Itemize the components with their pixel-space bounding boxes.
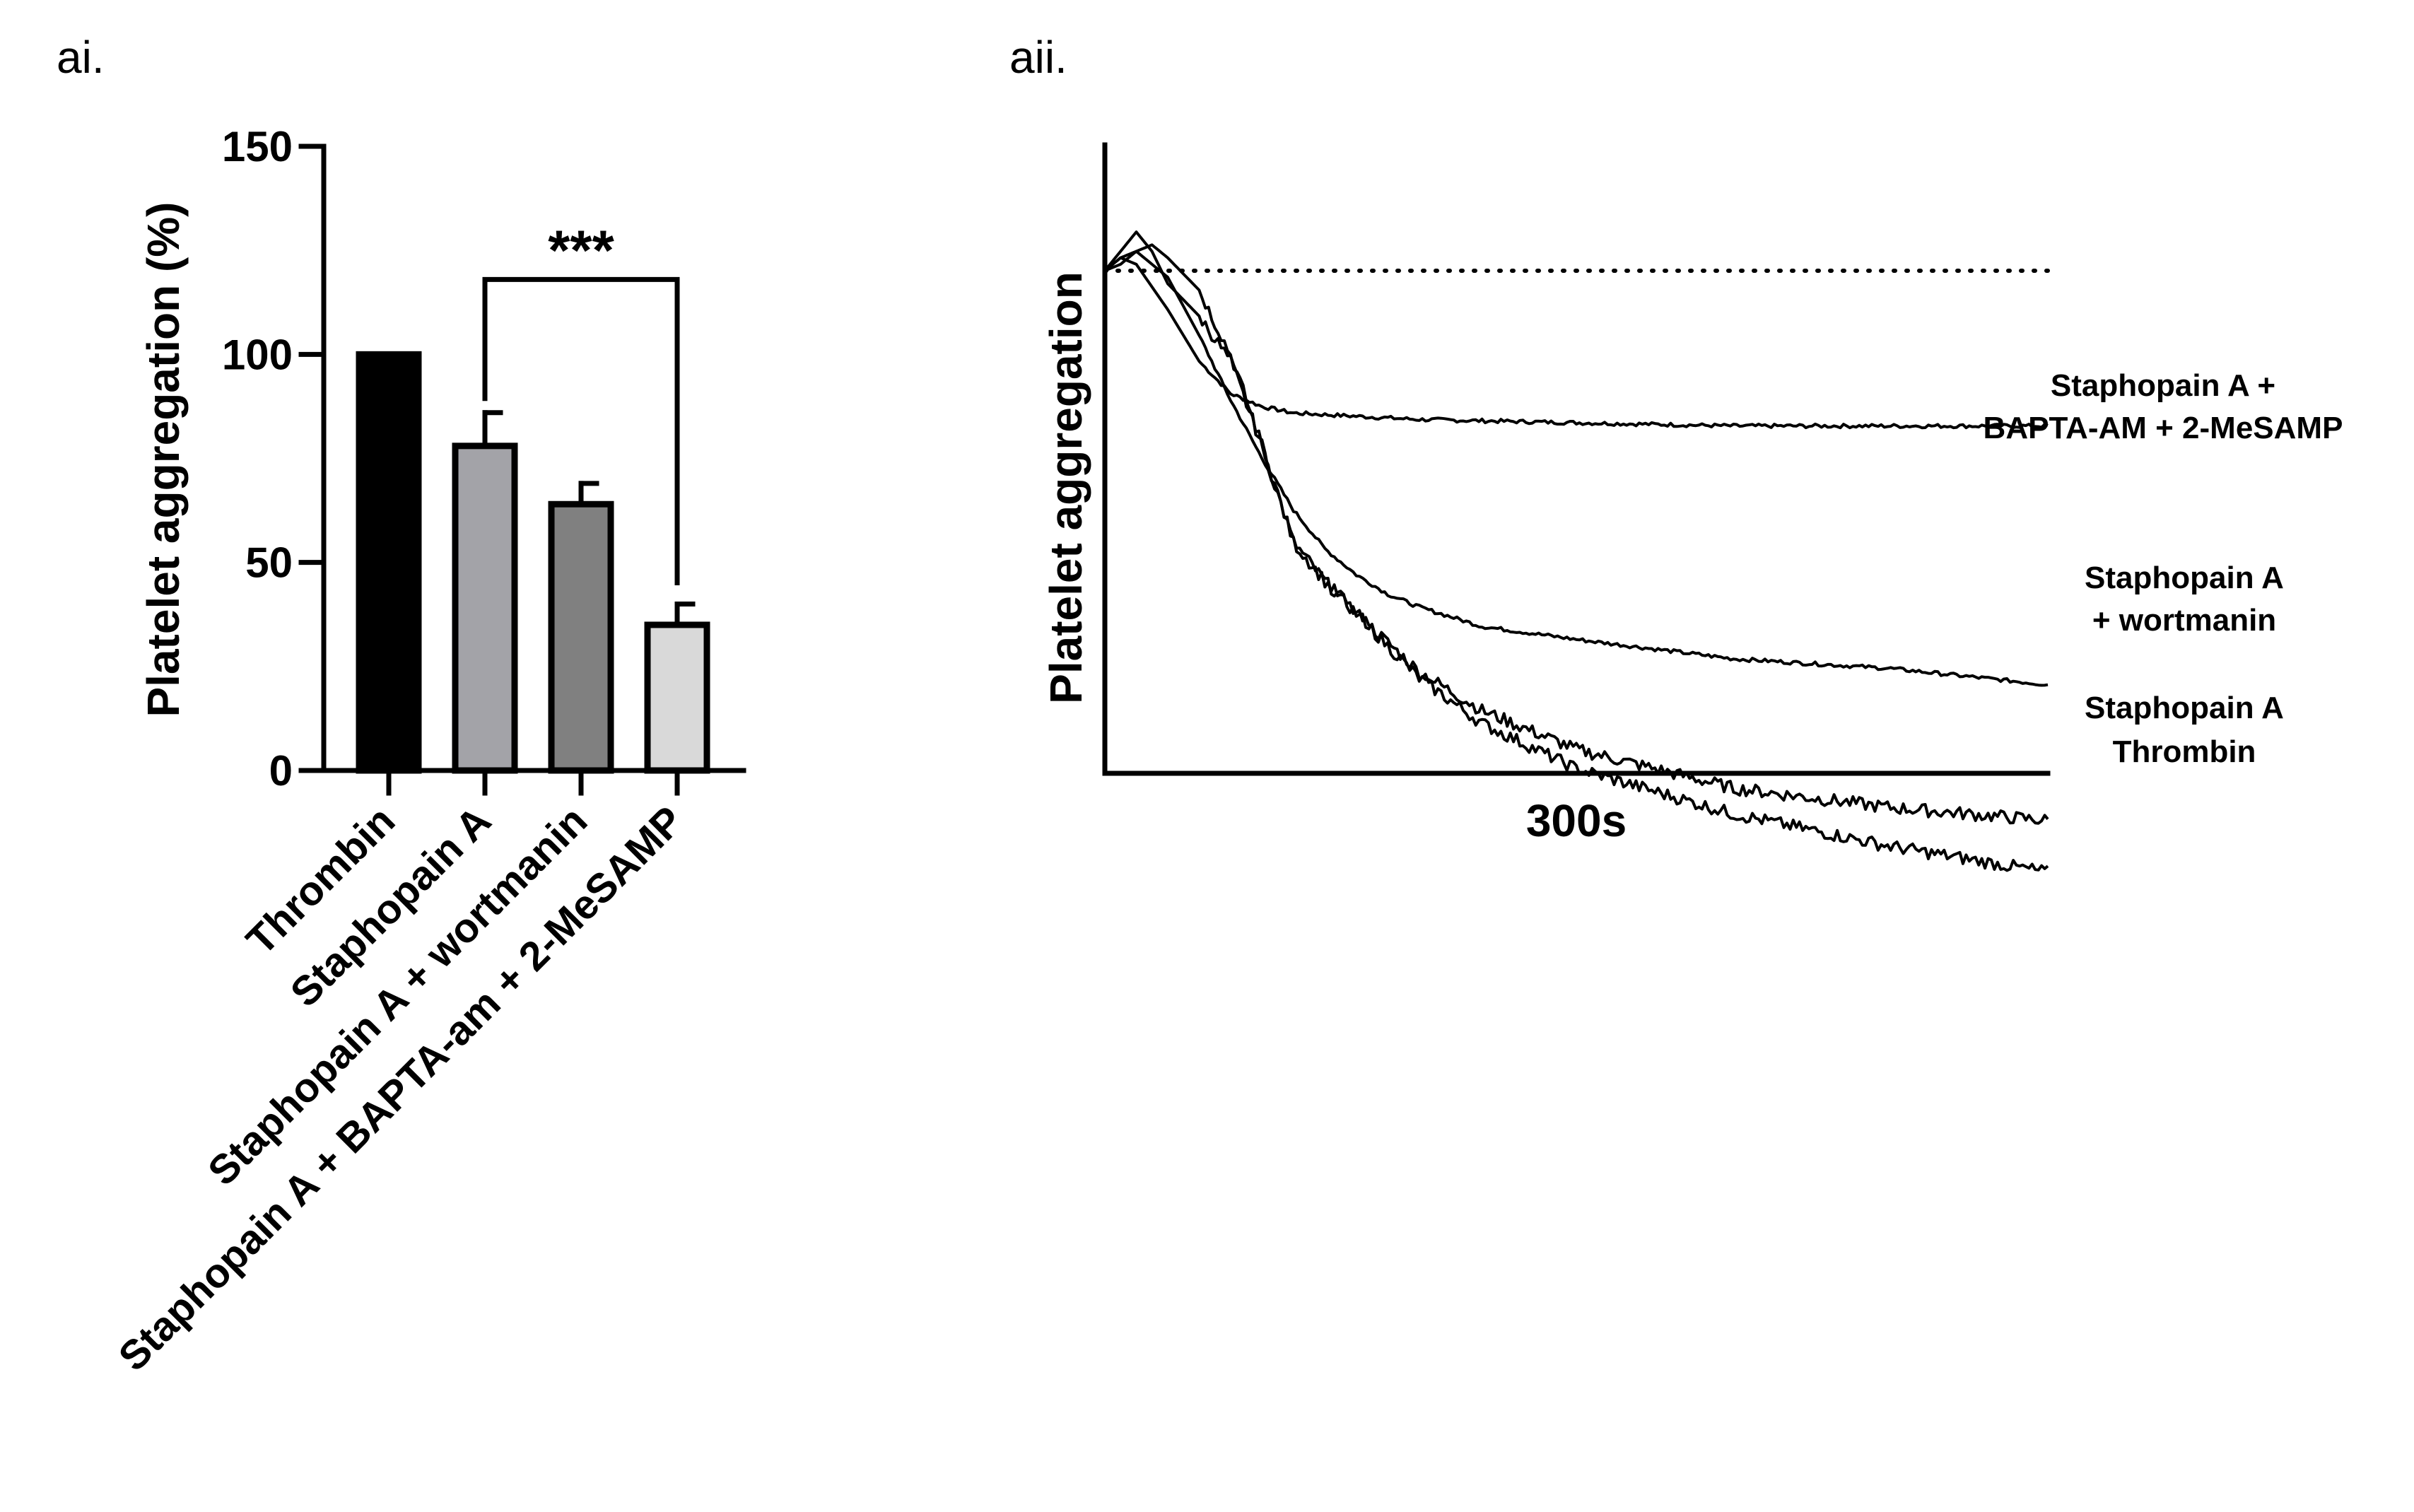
- significance-label: ***: [548, 218, 614, 281]
- series-label: Thrombin: [2113, 734, 2256, 769]
- y-tick-label: 0: [269, 747, 293, 795]
- trace-line: [1104, 250, 2049, 687]
- y-tick-label: 50: [245, 539, 293, 587]
- y-tick-label: 100: [222, 331, 293, 378]
- trace-line: [1103, 256, 2049, 430]
- series-label: BAPTA-AM + 2-MeSAMP: [1984, 411, 2343, 445]
- y-axis-title: Platelet aggregation: [1041, 271, 1091, 704]
- bar: [644, 621, 710, 774]
- trace-line: [1103, 243, 2049, 825]
- trace-line: [1103, 230, 2049, 872]
- series-label: Staphopain A +: [2051, 368, 2275, 403]
- panel-label-aii: aii.: [1009, 32, 1067, 83]
- line-chart: Platelet aggregation 300s Staphopain A + BA…: [1041, 142, 2343, 872]
- bar: [452, 443, 518, 774]
- y-axis-title: Platelet aggregation (%): [138, 202, 189, 717]
- bar: [548, 500, 614, 774]
- x-tick-label: Staphopain A + wortmanin: [199, 797, 596, 1194]
- series-label: Staphopain A: [2085, 561, 2284, 595]
- y-tick-label: 150: [222, 123, 293, 170]
- series-label: Staphopain A: [2085, 691, 2284, 725]
- x-axis-title: 300s: [1526, 795, 1627, 846]
- significance-bracket: [482, 276, 680, 586]
- panel-label-ai: ai.: [57, 32, 105, 83]
- bar: [356, 351, 422, 774]
- series-label: + wortmanin: [2092, 603, 2276, 638]
